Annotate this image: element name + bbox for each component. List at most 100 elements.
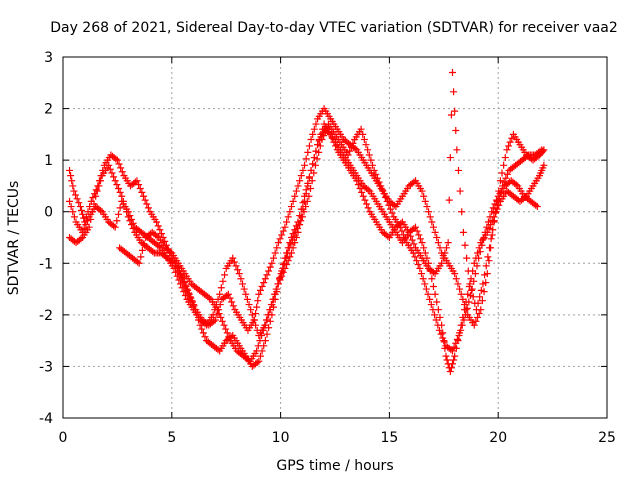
- data-point: [307, 136, 315, 144]
- data-point: [188, 297, 196, 305]
- data-point: [172, 268, 180, 276]
- x-tick-label: 25: [598, 430, 616, 446]
- data-point: [223, 329, 231, 337]
- data-point: [215, 310, 223, 318]
- data-point: [431, 290, 439, 298]
- data-point: [252, 321, 260, 329]
- data-point: [123, 208, 131, 216]
- data-point: [426, 213, 434, 221]
- y-axis-label: SDTVAR / TECUs: [6, 181, 22, 296]
- data-point: [323, 124, 331, 132]
- data-point: [372, 170, 380, 178]
- data-point: [484, 253, 492, 261]
- data-point: [481, 271, 489, 279]
- data-point: [310, 125, 318, 133]
- data-point: [364, 186, 372, 194]
- data-point: [92, 192, 100, 200]
- data-point: [420, 244, 428, 252]
- data-point: [491, 200, 499, 208]
- data-point: [416, 235, 424, 243]
- y-tick-label: 0: [44, 205, 53, 221]
- data-point: [287, 203, 295, 211]
- data-point: [445, 196, 453, 204]
- data-point: [302, 203, 310, 211]
- data-point: [245, 301, 253, 309]
- data-point: [450, 343, 458, 351]
- data-point: [266, 263, 274, 271]
- data-point: [347, 143, 355, 151]
- data-point: [292, 187, 300, 195]
- data-point: [256, 352, 264, 360]
- data-point: [540, 161, 548, 169]
- data-point: [443, 244, 451, 252]
- data-point: [483, 223, 491, 231]
- data-point: [401, 235, 409, 243]
- data-point: [232, 262, 240, 270]
- data-point: [136, 185, 144, 193]
- data-point: [213, 306, 221, 314]
- data-point: [235, 270, 243, 278]
- data-point: [418, 187, 426, 195]
- y-tick-label: 3: [44, 50, 53, 66]
- data-point: [369, 161, 377, 169]
- data-point: [118, 192, 126, 200]
- data-point: [359, 192, 367, 200]
- data-point: [297, 172, 305, 180]
- data-point: [274, 239, 282, 247]
- data-point: [417, 270, 425, 278]
- data-point: [421, 197, 429, 205]
- data-point: [217, 313, 225, 321]
- data-point: [97, 177, 105, 185]
- data-point: [452, 339, 460, 347]
- data-point: [271, 249, 279, 257]
- data-point: [465, 298, 473, 306]
- data-point: [434, 239, 442, 247]
- data-point: [377, 182, 385, 190]
- data-point: [400, 231, 408, 239]
- data-point: [455, 331, 463, 339]
- data-point: [298, 213, 306, 221]
- data-point: [441, 249, 449, 257]
- data-point: [70, 187, 78, 195]
- data-point: [196, 321, 204, 329]
- data-point: [478, 297, 486, 305]
- data-point: [216, 290, 224, 298]
- data-point: [289, 197, 297, 205]
- data-point: [435, 326, 443, 334]
- data-point: [316, 142, 324, 150]
- data-point: [70, 213, 78, 221]
- data-point: [140, 192, 148, 200]
- data-point: [293, 224, 301, 232]
- data-point: [449, 360, 457, 368]
- data-point: [360, 136, 368, 144]
- data-point: [254, 297, 262, 305]
- data-point: [300, 208, 308, 216]
- data-point: [476, 293, 484, 301]
- data-point: [490, 217, 498, 225]
- data-point: [410, 240, 418, 248]
- data-point: [242, 290, 250, 298]
- data-point: [253, 303, 261, 311]
- data-point: [398, 227, 406, 235]
- data-point: [429, 282, 437, 290]
- data-point: [283, 218, 291, 226]
- data-point: [449, 68, 457, 76]
- data-point: [304, 179, 312, 187]
- data-point: [255, 357, 263, 365]
- data-point: [470, 277, 478, 285]
- data-point: [424, 290, 432, 298]
- data-point: [116, 204, 124, 212]
- data-point: [280, 259, 288, 267]
- data-point: [285, 244, 293, 252]
- data-point: [411, 253, 419, 261]
- x-tick-label: 0: [59, 430, 68, 446]
- data-point: [296, 177, 304, 185]
- data-point: [282, 254, 290, 262]
- data-point: [180, 277, 188, 285]
- data-point: [315, 148, 323, 156]
- data-point: [111, 177, 119, 185]
- data-point: [480, 235, 488, 243]
- data-point: [291, 192, 299, 200]
- data-point: [128, 221, 136, 229]
- data-point: [66, 166, 74, 174]
